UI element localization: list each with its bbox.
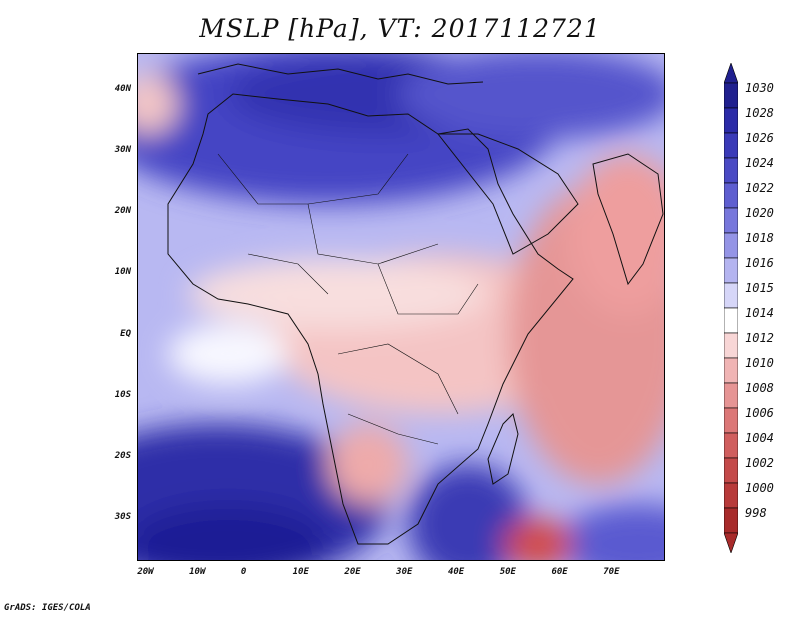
lon-tick-label: 40E	[447, 567, 465, 577]
lat-tick-label: 30S	[114, 512, 131, 523]
gulf-white	[168, 324, 288, 384]
colorbar-swatch	[724, 182, 738, 209]
lon-tick-label: 20W	[137, 567, 154, 577]
indian-high	[558, 504, 664, 560]
colorbar-swatch	[724, 482, 738, 509]
colorbar-level-label: 1006	[745, 405, 774, 420]
colorbar-level-label: 1030	[745, 80, 774, 95]
lon-tick-label: 0	[240, 567, 247, 577]
east-high	[398, 54, 664, 139]
pressure-shading	[138, 54, 664, 560]
colorbar-level-label: 1018	[745, 230, 774, 245]
colorbar-swatch	[724, 357, 738, 384]
lon-tick-label: 30E	[396, 567, 413, 577]
lat-tick-label: EQ	[120, 328, 131, 339]
lat-tick-label: 40N	[114, 83, 131, 94]
colorbar-bottom-arrow	[724, 532, 738, 553]
med-coast	[197, 63, 484, 85]
colorbar-swatch	[724, 507, 738, 534]
lat-tick-label: 30N	[114, 144, 131, 155]
colorbar-swatch	[724, 82, 738, 109]
colorbar-level-label: 1008	[745, 380, 774, 395]
cape-high	[408, 464, 528, 560]
credit-text: GrADS: IGES/COLA	[4, 603, 91, 613]
colorbar-swatch	[724, 457, 738, 484]
lon-tick-label: 10W	[189, 567, 206, 577]
atlantic-low	[138, 74, 178, 134]
colorbar-level-label: 1028	[745, 105, 774, 120]
colorbar-swatch	[724, 382, 738, 409]
kalahari-low	[328, 424, 408, 504]
colorbar-swatch	[724, 432, 738, 459]
lat-tick-label: 10S	[114, 389, 131, 400]
colorbar-level-label: 1015	[745, 280, 774, 295]
colorbar-swatch	[724, 407, 738, 434]
india-low	[568, 154, 664, 314]
pressure-field	[138, 54, 664, 560]
south-atlantic-core	[138, 504, 328, 560]
colorbar-level-label: 1004	[745, 430, 774, 445]
borders	[217, 153, 479, 445]
india	[592, 153, 664, 286]
colorbar-level-label: 1022	[745, 180, 774, 195]
madagascar	[487, 413, 519, 485]
colorbar-level-label: 1016	[745, 255, 774, 270]
lon-tick-label: 20E	[344, 567, 361, 577]
colorbar-level-label: 1000	[745, 480, 774, 495]
colorbar-swatch	[724, 307, 738, 334]
colorbar-top-arrow	[724, 63, 738, 84]
colorbar-level-label: 1024	[745, 155, 774, 170]
lon-tick-label: 50E	[499, 567, 516, 577]
colorbar-swatch	[724, 157, 738, 184]
colorbar-swatch	[724, 282, 738, 309]
lon-tick-label: 10E	[292, 567, 309, 577]
lat-tick-label: 20N	[114, 206, 131, 217]
lat-tick-label: 10N	[114, 267, 131, 278]
colorbar-level-label: 1010	[745, 355, 774, 370]
sahel-band	[188, 259, 488, 329]
map-panel	[137, 53, 665, 561]
colorbar-level-label: 1012	[745, 330, 774, 345]
chart-title: MSLP [hPa], VT: 2017112721	[199, 14, 601, 43]
colorbar-level-label: 1014	[745, 305, 774, 320]
arabia	[436, 133, 579, 255]
colorbar-swatch	[724, 107, 738, 134]
lon-tick-label: 70E	[603, 567, 620, 577]
lon-tick-label: 60E	[551, 567, 568, 577]
colorbar-level-label: 1002	[745, 455, 774, 470]
colorbar	[724, 63, 738, 553]
colorbar-level-label: 1026	[745, 130, 774, 145]
south-low	[503, 519, 573, 560]
colorbar-level-label: 1020	[745, 205, 774, 220]
colorbar-level-label: 998	[745, 505, 767, 520]
colorbar-swatch	[724, 257, 738, 284]
lat-tick-label: 20S	[114, 450, 131, 461]
colorbar-swatch	[724, 207, 738, 234]
africa-coastline	[167, 93, 574, 545]
colorbar-swatch	[724, 132, 738, 159]
colorbar-swatch	[724, 232, 738, 259]
colorbar-swatch	[724, 332, 738, 359]
